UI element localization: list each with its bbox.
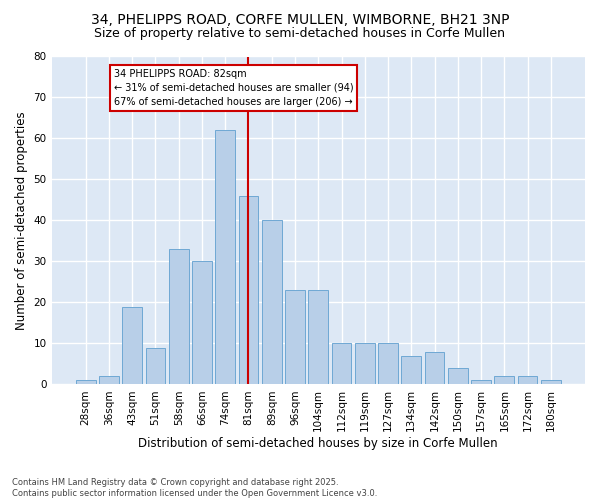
Bar	[215, 130, 235, 384]
Text: 34, PHELIPPS ROAD, CORFE MULLEN, WIMBORNE, BH21 3NP: 34, PHELIPPS ROAD, CORFE MULLEN, WIMBORN…	[91, 12, 509, 26]
Y-axis label: Number of semi-detached properties: Number of semi-detached properties	[15, 111, 28, 330]
Bar	[76, 380, 95, 384]
Bar	[262, 220, 281, 384]
Bar	[448, 368, 468, 384]
Bar	[425, 352, 445, 384]
Bar	[169, 249, 188, 384]
Bar	[494, 376, 514, 384]
Bar	[146, 348, 166, 385]
Bar	[332, 344, 352, 384]
Bar	[378, 344, 398, 384]
Text: Size of property relative to semi-detached houses in Corfe Mullen: Size of property relative to semi-detach…	[95, 28, 505, 40]
Bar	[239, 196, 259, 384]
Bar	[541, 380, 561, 384]
Bar	[122, 306, 142, 384]
Bar	[518, 376, 538, 384]
Bar	[471, 380, 491, 384]
Bar	[192, 262, 212, 384]
X-axis label: Distribution of semi-detached houses by size in Corfe Mullen: Distribution of semi-detached houses by …	[139, 437, 498, 450]
Bar	[285, 290, 305, 384]
Bar	[355, 344, 374, 384]
Bar	[308, 290, 328, 384]
Bar	[99, 376, 119, 384]
Bar	[401, 356, 421, 384]
Text: Contains HM Land Registry data © Crown copyright and database right 2025.
Contai: Contains HM Land Registry data © Crown c…	[12, 478, 377, 498]
Text: 34 PHELIPPS ROAD: 82sqm
← 31% of semi-detached houses are smaller (94)
67% of se: 34 PHELIPPS ROAD: 82sqm ← 31% of semi-de…	[113, 69, 353, 107]
